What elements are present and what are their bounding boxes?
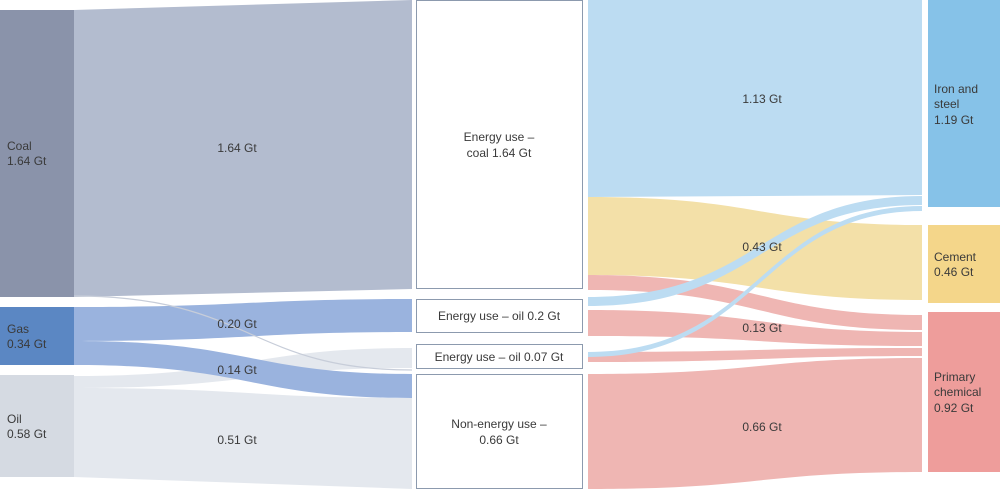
flow-label-coal: 1.64 Gt [217, 141, 257, 155]
flow-label-gas-nonenergy: 0.14 Gt [217, 363, 257, 377]
flow-to-iron [588, 0, 922, 197]
flow-gas-nonenergy [74, 341, 412, 398]
node-energy-oil-02 [416, 299, 583, 333]
energy-oil-02-label: Energy use – oil 0.2 Gt [438, 309, 561, 323]
energy-coal-line2: coal 1.64 Gt [467, 146, 532, 160]
iron-steel-line2: steel [934, 97, 959, 111]
flow-coal-thin [73, 295, 413, 371]
flow-to-chem-big [588, 358, 922, 489]
node-gas [0, 307, 74, 365]
non-energy-line1: Non-energy use – [451, 417, 547, 431]
cement-label: Cement [934, 250, 977, 264]
flow-to-chem-small [588, 310, 922, 346]
flow-gas-oil-energy [74, 299, 412, 341]
flow-oil007-to-chem [588, 348, 922, 362]
flow-coal-energy [74, 0, 412, 297]
node-energy-coal [416, 0, 583, 289]
node-oil [0, 375, 74, 477]
flow-label-chem-small: 0.13 Gt [742, 321, 782, 335]
iron-steel-value: 1.19 Gt [934, 113, 974, 127]
coal-value: 1.64 Gt [7, 154, 47, 168]
flow-label-chem-big: 0.66 Gt [742, 420, 782, 434]
cement-value: 0.46 Gt [934, 265, 974, 279]
gas-label: Gas [7, 322, 29, 336]
flow-oil-to-iron-1 [588, 196, 922, 306]
gas-value: 0.34 Gt [7, 337, 47, 351]
flow-label-oil-nonenergy: 0.51 Gt [217, 433, 257, 447]
non-energy-line2: 0.66 Gt [479, 433, 519, 447]
coal-label: Coal [7, 139, 32, 153]
node-primary-chemical [928, 312, 1000, 472]
chemical-value: 0.92 Gt [934, 401, 974, 415]
flow-label-gas-oil: 0.20 Gt [217, 317, 257, 331]
flow-label-iron: 1.13 Gt [742, 92, 782, 106]
flow-oil-nonenergy [74, 388, 412, 489]
node-coal [0, 10, 74, 297]
node-energy-oil-007 [416, 344, 583, 369]
oil-label: Oil [7, 412, 22, 426]
iron-steel-line1: Iron and [934, 82, 978, 96]
flow-label-cement: 0.43 Gt [742, 240, 782, 254]
chemical-line1: Primary [934, 370, 975, 384]
node-iron-steel [928, 0, 1000, 207]
oil-value: 0.58 Gt [7, 427, 47, 441]
energy-coal-line1: Energy use – [464, 130, 535, 144]
node-cement [928, 225, 1000, 303]
chemical-line2: chemical [934, 385, 981, 399]
energy-oil-007-label: Energy use – oil 0.07 Gt [435, 350, 564, 364]
node-non-energy [416, 374, 583, 489]
